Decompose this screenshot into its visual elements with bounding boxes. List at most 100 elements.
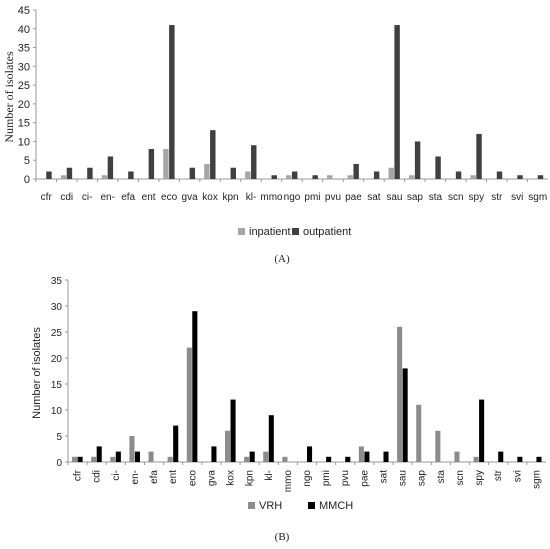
bar-a-outpatient-sgm <box>537 175 544 179</box>
y-tick-label-b: 15 <box>51 380 63 391</box>
bar-b-vrh-sta <box>435 430 441 462</box>
x-tick-label-b: en- <box>130 470 141 484</box>
x-tick-label-a: sta <box>429 192 443 203</box>
x-tick-label-b: scn <box>455 470 466 486</box>
bar-b-mmch-sau <box>402 368 408 462</box>
y-tick-label-b: 30 <box>51 302 63 313</box>
x-tick-label-b: ngo <box>302 470 313 487</box>
bar-a-outpatient-str <box>496 171 503 179</box>
bar-a-outpatient-cdi <box>66 167 73 179</box>
bar-a-outpatient-sat <box>373 171 380 179</box>
bar-b-mmch-spy <box>479 399 485 462</box>
bar-b-mmch-pmi <box>326 456 332 462</box>
bar-b-mmch-sgm <box>536 456 542 462</box>
bar-a-outpatient-kl <box>251 145 257 179</box>
bar-a-inpatient-sap <box>408 175 415 179</box>
bar-b-mmch-kox <box>230 399 236 462</box>
y-tick-label-a: 5 <box>24 155 30 167</box>
bar-b-vrh-scn <box>454 451 460 462</box>
x-tick-label-a: svi <box>511 192 523 203</box>
bar-b-mmch-str <box>498 451 504 462</box>
legend-label-b-mmch: MMCH <box>319 500 353 512</box>
bar-b-mmch-cfr <box>77 456 83 462</box>
bar-b-mmch-en <box>134 451 140 462</box>
bar-a-outpatient-kpn <box>230 167 236 179</box>
x-tick-label-b: spy <box>474 470 485 486</box>
bar-b-vrh-sap <box>416 404 422 462</box>
legend-swatch-b-vrh <box>248 502 255 509</box>
bar-a-outpatient-mmo <box>271 175 277 179</box>
x-tick-label-b: svi <box>512 470 523 482</box>
bar-b-vrh-kl <box>263 451 269 462</box>
bar-a-outpatient-kox <box>210 130 216 179</box>
x-tick-label-a: kl- <box>246 192 257 203</box>
bar-b-mmch-gva <box>211 446 217 462</box>
x-tick-label-b: eco <box>187 470 198 487</box>
bar-a-inpatient-kox <box>204 163 210 179</box>
x-tick-label-a: kox <box>202 192 218 203</box>
x-tick-label-b: sta <box>436 470 447 484</box>
bar-a-outpatient-spy <box>476 133 482 179</box>
bar-b-vrh-pae <box>358 446 364 462</box>
x-tick-label-a: cdi <box>60 192 73 203</box>
bar-b-mmch-eco <box>192 311 198 462</box>
bar-b-mmch-ngo <box>307 446 313 462</box>
x-tick-label-b: sgm <box>531 470 542 489</box>
bar-b-vrh-kpn <box>244 456 250 462</box>
bar-b-vrh-ent <box>167 456 173 462</box>
y-tick-label-b: 5 <box>56 432 62 443</box>
y-tick-label-a: 25 <box>18 80 30 92</box>
chart-panel-b: Number of isolates (B) 0 5 10 15 20 25 30 35 cfr… <box>31 276 546 543</box>
bar-a-outpatient-cfr <box>46 171 52 179</box>
x-tick-label-b: ci- <box>111 470 122 481</box>
y-tick-label-a: 45 <box>18 5 30 17</box>
bar-b-mmch-pae <box>364 451 370 462</box>
bar-a-outpatient-ngo <box>292 171 298 179</box>
bar-a-inpatient-ngo <box>286 175 292 179</box>
y-tick-label-b: 0 <box>56 458 62 469</box>
bar-a-inpatient-eco <box>163 148 169 179</box>
bar-b-vrh-sau <box>397 326 403 462</box>
y-tick-label-a: 20 <box>18 99 30 111</box>
bar-b-mmch-cdi <box>96 446 102 462</box>
legend-swatch-a-inpatient <box>238 228 245 235</box>
x-tick-label-b: kl- <box>264 470 275 481</box>
x-tick-label-b: mmo <box>283 470 294 493</box>
y-axis-title-a: Number of isolates <box>2 51 16 143</box>
bar-a-outpatient-sta <box>435 156 441 179</box>
bar-a-inpatient-cdi <box>60 175 67 179</box>
bar-b-vrh-cfr <box>72 456 78 462</box>
bar-b-mmch-svi <box>517 456 523 462</box>
bar-b-mmch-ci <box>115 451 121 462</box>
x-tick-label-a: str <box>491 192 503 203</box>
bar-a-inpatient-en <box>101 175 108 179</box>
x-tick-label-a: efa <box>121 192 135 203</box>
x-tick-label-a: ci- <box>82 192 93 203</box>
bar-a-outpatient-en <box>107 156 114 179</box>
x-tick-label-a: pmi <box>304 192 320 203</box>
x-tick-label-a: cfr <box>41 192 53 203</box>
bar-a-outpatient-ci <box>87 167 93 179</box>
bar-a-outpatient-pae <box>353 163 359 179</box>
x-tick-label-b: pvu <box>340 470 351 486</box>
y-tick-label-a: 0 <box>24 174 30 186</box>
bar-b-vrh-mmo <box>282 456 288 462</box>
bar-a-inpatient-pvu <box>327 175 333 179</box>
x-tick-label-a: kpn <box>222 192 238 203</box>
x-tick-label-a: ngo <box>284 192 301 203</box>
bar-a-outpatient-svi <box>517 175 523 179</box>
bar-b-mmch-pvu <box>345 456 351 462</box>
x-tick-label-a: mmo <box>260 192 283 203</box>
bar-b-mmch-kpn <box>249 451 255 462</box>
x-tick-label-b: sau <box>398 470 409 486</box>
y-tick-label-a: 15 <box>18 118 30 130</box>
x-tick-label-b: ent <box>168 470 179 484</box>
bar-b-vrh-en <box>129 436 135 462</box>
bar-b-vrh-kox <box>225 430 231 462</box>
y-tick-label-a: 35 <box>18 43 30 55</box>
x-tick-label-b: cfr <box>73 469 84 481</box>
bar-b-mmch-sat <box>383 451 389 462</box>
x-tick-label-b: pmi <box>321 470 332 486</box>
